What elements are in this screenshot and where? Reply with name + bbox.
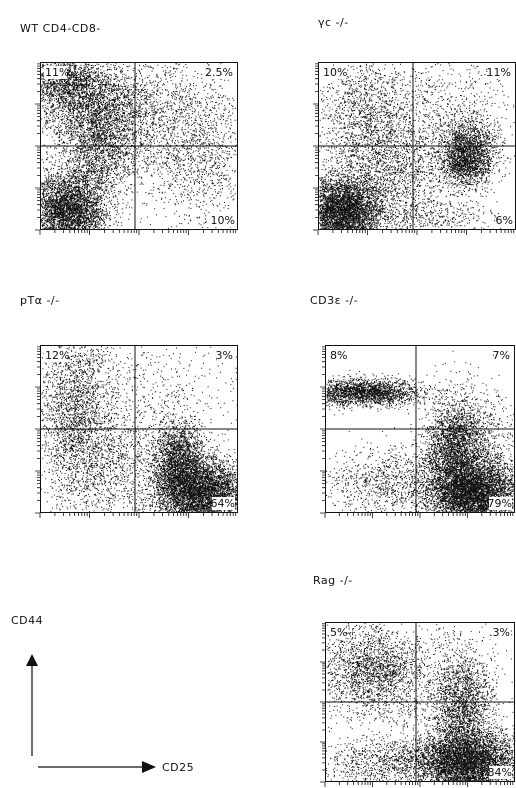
plot-svg: 8% 7% 79% (320, 345, 515, 518)
label-background (217, 349, 233, 362)
dot-plot-pta: 12% 3% 64% (35, 345, 238, 518)
label-background (488, 66, 511, 79)
quadrant-label-lower-right: 64% (211, 497, 235, 510)
quadrant-label-lower-right: 10% (211, 214, 235, 227)
event-dots (41, 346, 238, 513)
dot-cloud (326, 350, 515, 513)
plot-svg: 11% 2.5% 10% (35, 62, 238, 235)
event-dots (41, 63, 238, 230)
label-background (203, 66, 233, 79)
axis-ticks (35, 63, 237, 235)
quadrant-label-upper-right: 3% (216, 349, 233, 362)
event-dots (319, 63, 516, 231)
quadrant-label-lower-right: 79% (488, 497, 512, 510)
panel-title-cd3e: CD3ε -/- (310, 294, 359, 307)
panel-title-gc: γc -/- (318, 16, 349, 29)
plot-svg: 5% .3% 84% (320, 622, 515, 787)
quadrant-label-upper-right: 7% (493, 349, 510, 362)
quadrant-label-lower-right: 6% (496, 214, 513, 227)
label-background (497, 214, 513, 227)
x-axis-label: CD25 (162, 761, 195, 774)
quadrant-label-lower-right: 84% (488, 766, 512, 779)
panel-title-wt: WT CD4-CD8- (20, 22, 101, 35)
label-background (212, 214, 235, 227)
dot-cloud (41, 346, 238, 513)
label-background (487, 626, 510, 639)
event-dots (326, 623, 515, 782)
quadrant-label-upper-left: 8% (330, 349, 347, 362)
dot-cloud (326, 623, 515, 782)
dot-plot-rag: 5% .3% 84% (320, 622, 515, 787)
quadrant-label-upper-right: .3% (489, 626, 510, 639)
dot-plot-cd3e: 8% 7% 79% (320, 345, 515, 518)
quadrant-label-upper-right: 2.5% (205, 66, 233, 79)
label-background (329, 349, 345, 362)
axis-ticks (313, 63, 515, 235)
event-dots (326, 350, 515, 513)
axis-ticks (320, 623, 514, 787)
label-background (329, 626, 345, 639)
axis-ticks (320, 346, 514, 518)
x-axis-arrow (38, 761, 156, 773)
quadrant-label-upper-right: 11% (487, 66, 511, 79)
axis-ticks (35, 346, 237, 518)
dot-plot-gc: 10% 11% 6% (313, 62, 516, 235)
plot-svg: 10% 11% 6% (313, 62, 516, 235)
quadrant-label-upper-left: 10% (323, 66, 347, 79)
quadrant-label-upper-left: 5% (330, 626, 347, 639)
dot-cloud (41, 63, 238, 230)
label-background (44, 349, 67, 362)
label-background (489, 766, 512, 779)
label-background (489, 497, 512, 510)
y-axis-arrow (26, 654, 38, 756)
label-background (322, 66, 345, 79)
y-axis-label: CD44 (11, 614, 44, 627)
plot-svg: 12% 3% 64% (35, 345, 238, 518)
quadrant-label-upper-left: 12% (45, 349, 69, 362)
label-background (494, 349, 510, 362)
dot-plot-wt: 11% 2.5% 10% (35, 62, 238, 235)
quadrant-label-upper-left: 11% (45, 66, 69, 79)
label-background (44, 66, 67, 79)
dot-cloud (319, 63, 516, 231)
label-background (212, 497, 235, 510)
panel-title-pta: pTα -/- (20, 294, 60, 307)
panel-title-rag: Rag -/- (313, 574, 353, 587)
